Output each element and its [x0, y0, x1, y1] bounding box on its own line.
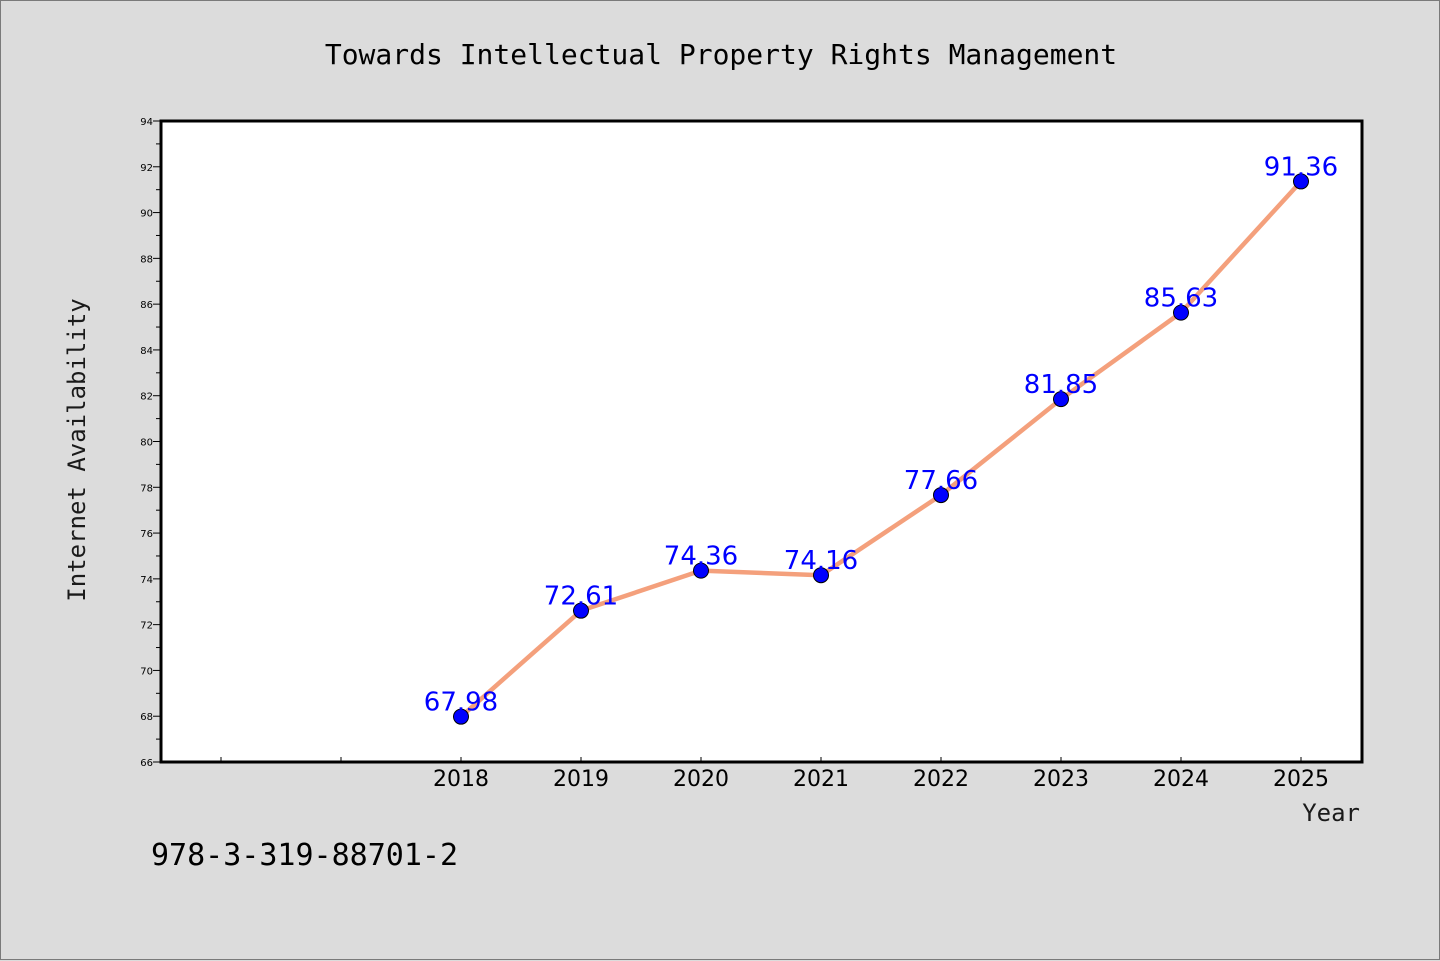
plot-area — [161, 121, 1362, 762]
y-tick-label: 82 — [140, 392, 153, 403]
data-label: 85.63 — [1144, 284, 1218, 314]
data-point-marker — [1293, 173, 1309, 190]
y-tick-label: 86 — [140, 300, 153, 311]
y-tick-label: 66 — [140, 758, 153, 769]
series-line-layer — [453, 173, 1309, 725]
x-tick-label: 2021 — [793, 767, 849, 792]
isbn-footer: 978-3-319-88701-2 — [151, 838, 458, 873]
chart-title: Towards Intellectual Property Rights Man… — [325, 38, 1117, 71]
y-tick-label: 94 — [140, 117, 153, 128]
data-label: 91.36 — [1264, 152, 1338, 182]
x-axis-label: Year — [1302, 799, 1360, 827]
y-tick-label: 72 — [140, 621, 153, 632]
y-tick-label: 90 — [140, 209, 153, 220]
y-tick-label: 68 — [140, 712, 153, 723]
y-axis-label: Internet Availability — [63, 298, 91, 601]
series-line — [458, 179, 1304, 719]
y-tick-label: 80 — [140, 438, 153, 449]
x-tick-label: 2023 — [1033, 767, 1089, 792]
data-point-marker — [693, 562, 709, 579]
y-tick-label: 84 — [140, 346, 153, 357]
data-point-marker — [453, 708, 469, 725]
data-label: 81.85 — [1024, 370, 1098, 400]
data-label: 74.36 — [664, 542, 738, 572]
data-point-marker — [933, 487, 949, 504]
x-tick-label: 2020 — [673, 767, 729, 792]
y-tick-label: 76 — [140, 529, 153, 540]
y-tick-label: 70 — [140, 666, 153, 677]
x-tick-label: 2019 — [553, 767, 609, 792]
data-label: 72.61 — [544, 582, 618, 612]
x-tick-label: 2024 — [1153, 767, 1209, 792]
y-tick-label: 74 — [140, 575, 153, 586]
data-point-marker — [1173, 304, 1189, 321]
data-label: 74.16 — [784, 546, 858, 576]
y-tick-label: 88 — [140, 254, 153, 265]
data-point-marker — [1053, 391, 1069, 408]
x-tick-label: 2022 — [913, 767, 969, 792]
plot-border — [159, 119, 1364, 764]
data-label: 77.66 — [904, 466, 978, 496]
x-tick-label: 2025 — [1273, 767, 1329, 792]
y-tick-label: 92 — [140, 163, 153, 174]
data-label: 67.98 — [424, 688, 498, 718]
data-point-marker — [573, 602, 589, 619]
x-tick-label: 2018 — [433, 767, 489, 792]
data-point-marker — [813, 567, 829, 584]
y-tick-label: 78 — [140, 483, 153, 494]
axis-ticks: 66 68 70 72 74 76 78 80 82 84 86 88 90 92 94 2018 2019 20… — [140, 117, 1329, 792]
data-labels-layer: 67.98 72.61 74.36 74.16 77.66 81.85 85.63 91.36 — [424, 152, 1338, 717]
